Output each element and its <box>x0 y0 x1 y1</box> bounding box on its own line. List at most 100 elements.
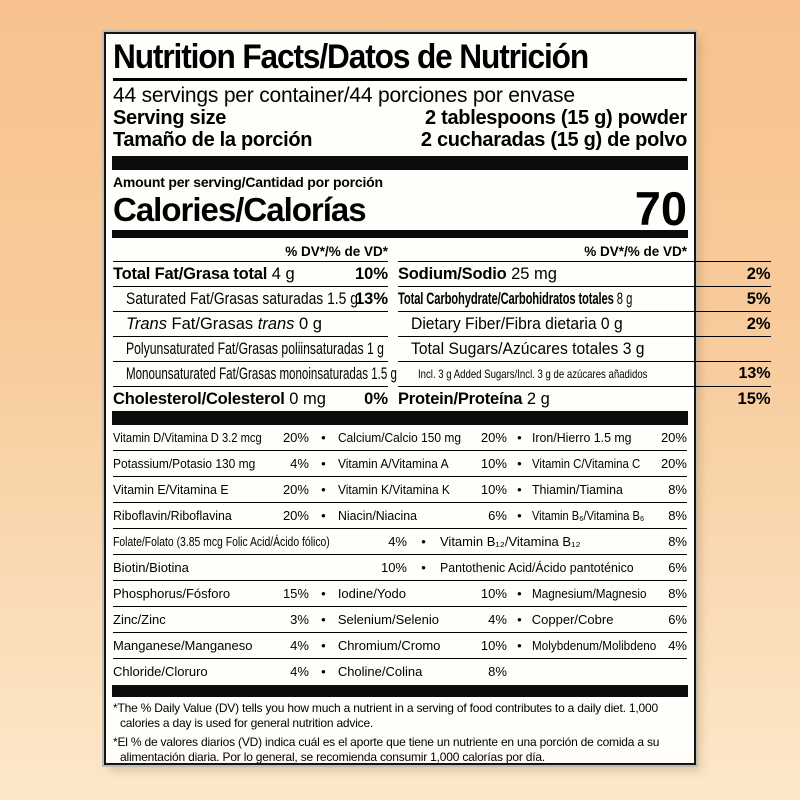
fact-amount: 25 mg <box>506 264 557 283</box>
fact-name: Total Fat/Grasa total <box>113 264 268 283</box>
calories-value: 70 <box>634 182 687 235</box>
vitamin-name: Molybdenum/Molibdeno <box>531 638 657 653</box>
vitamin-pct: 8% <box>668 508 687 523</box>
fact-amount: 8 g <box>613 289 633 308</box>
bullet-icon: • <box>517 612 522 627</box>
vitamin-name: Magnesium/Magnesio <box>531 586 647 601</box>
vitamin-row: Chloride/Cloruro 4% • Choline/Colina 8% <box>113 659 687 684</box>
divider-bar <box>112 230 688 238</box>
fact-row-sodium: Sodium/Sodio 25 mg 2% <box>398 261 771 286</box>
vitamin-row: Vitamin D/Vitamina D 3.2 mcg 20% • Calciu… <box>113 425 687 451</box>
bullet-icon: • <box>321 430 326 445</box>
facts-column-left: Total Fat/Grasa total 4 g 10% Saturated … <box>113 261 397 411</box>
vitamin-name: Thiamin/Tiamina <box>531 482 623 497</box>
vitamin-name: Pantothenic Acid/Ácido pantoténico <box>440 560 634 575</box>
vitamin-name: Iron/Hierro 1.5 mg <box>531 430 632 445</box>
vitamin-name: Copper/Cobre <box>531 612 614 627</box>
fact-row-trans-fat: Trans Fat/Grasas trans 0 g <box>113 311 388 336</box>
divider-bar <box>112 411 688 425</box>
fact-name: Protein/Proteína <box>398 389 523 408</box>
fact-name: Trans <box>126 314 167 333</box>
fact-pct: 2% <box>746 264 771 283</box>
fact-pct: 10% <box>354 264 388 283</box>
vitamin-pct: 8% <box>668 586 687 601</box>
bullet-icon: • <box>321 612 326 627</box>
vitamin-name: Chloride/Cloruro <box>113 664 208 679</box>
fact-name: Sodium/Sodio <box>398 264 507 283</box>
vitamin-pct: 3% <box>290 612 309 627</box>
vitamins-table: Vitamin D/Vitamina D 3.2 mcg 20% • Calciu… <box>113 425 687 684</box>
vitamin-pct: 10% <box>480 638 507 653</box>
vitamin-row-wide: Biotin/Biotina 10% • Pantothenic Acid/Áci… <box>113 555 687 581</box>
servings-per-container: 44 servings per container/44 porciones p… <box>113 84 575 107</box>
label-title: Nutrition Facts/Datos de Nutrición <box>113 37 687 81</box>
dv-header-right: % DV*/% de VD* <box>584 244 687 259</box>
vitamin-pct: 4% <box>668 638 687 653</box>
fact-row-cholesterol: Cholesterol/Colesterol 0 mg 0% <box>113 386 388 411</box>
divider-bar <box>112 156 688 170</box>
bullet-icon: • <box>517 430 522 445</box>
serving-size-value-en: 2 tablespoons (15 g) powder <box>425 107 687 129</box>
vitamin-pct: 8% <box>668 482 687 497</box>
vitamin-row: Phosphorus/Fósforo 15% • Iodine/Yodo 10% •… <box>113 581 687 607</box>
fact-amount: 1 g <box>363 339 384 358</box>
serving-size-label-en: Serving size <box>113 107 227 129</box>
vitamin-row: Vitamin E/Vitamina E 20% • Vitamin K/Vita… <box>113 477 687 503</box>
fact-row-dietary-fiber: Dietary Fiber/Fibra dietaria 0 g 2% <box>398 311 771 336</box>
fact-row-total-carbohydrate: Total Carbohydrate/Carbohidratos totales… <box>398 286 771 311</box>
fact-row-total-sugars: Total Sugars/Azúcares totales 3 g <box>398 336 771 361</box>
serving-size-row-es: Tamaño de la porción 2 cucharadas (15 g)… <box>113 129 687 151</box>
vitamin-pct: 10% <box>480 586 507 601</box>
vitamin-row: Zinc/Zinc 3% • Selenium/Selenio 4% • Coppe… <box>113 607 687 633</box>
fact-pct: 13% <box>354 289 388 308</box>
vitamin-name: Iodine/Yodo <box>337 586 407 601</box>
fact-name: Saturated Fat/Grasas saturadas <box>126 289 324 308</box>
fact-pct: 0% <box>364 389 388 408</box>
fact-name: Polyunsaturated Fat/Grasas poliinsaturad… <box>126 339 364 358</box>
fact-amount: 0 g <box>596 314 623 333</box>
vitamin-pct: 4% <box>290 638 309 653</box>
fact-name: Total Sugars/Azúcares totales <box>411 339 619 358</box>
bullet-icon: • <box>321 638 326 653</box>
vitamin-row-wide: Folate/Folato (3.85 mcg Folic Acid/Ácido… <box>113 529 687 555</box>
vitamin-pct: 8% <box>668 534 687 549</box>
vitamin-name: Selenium/Selenio <box>337 612 439 627</box>
fact-name: Total Carbohydrate/Carbohidratos totales <box>398 289 614 308</box>
vitamin-name: Vitamin A/Vitamina A <box>337 456 449 471</box>
fact-pct: 5% <box>746 289 771 308</box>
bullet-icon: • <box>517 482 522 497</box>
amount-per-serving: Amount per serving/Cantidad por porción <box>113 174 383 190</box>
divider-bar <box>112 685 688 697</box>
bullet-icon: • <box>321 508 326 523</box>
footnote-daily-value-en: *The % Daily Value (DV) tells you how mu… <box>113 701 658 730</box>
vitamin-pct: 15% <box>282 586 309 601</box>
fact-pct: 2% <box>746 314 771 333</box>
vitamin-name: Riboflavin/Riboflavina <box>113 508 232 523</box>
vitamin-pct: 4% <box>388 534 407 549</box>
vitamin-name: Vitamin D/Vitamina D 3.2 mcg <box>113 430 262 445</box>
fact-row-protein: Protein/Proteína 2 g 15% <box>398 386 771 411</box>
bullet-icon: • <box>321 586 326 601</box>
vitamin-pct: 20% <box>282 508 309 523</box>
vitamin-pct: 8% <box>488 664 507 679</box>
vitamin-name: Manganese/Manganeso <box>113 638 253 653</box>
vitamin-row: Manganese/Manganeso 4% • Chromium/Cromo 10… <box>113 633 687 659</box>
fact-name: Cholesterol/Colesterol <box>113 389 285 408</box>
fact-amount: 1.5 g <box>368 364 397 383</box>
vitamin-pct: 6% <box>668 612 687 627</box>
vitamin-pct: 4% <box>290 456 309 471</box>
vitamin-pct: 4% <box>290 664 309 679</box>
footnotes: *The % Daily Value (DV) tells you how mu… <box>113 701 687 765</box>
bullet-icon: • <box>517 586 522 601</box>
fact-pct: 15% <box>737 389 771 408</box>
vitamin-pct: 20% <box>660 456 687 471</box>
nutrition-label: Nutrition Facts/Datos de Nutrición 44 se… <box>104 32 771 765</box>
vitamin-name: Folate/Folato (3.85 mcg Folic Acid/Ácido… <box>113 534 330 549</box>
fact-amount: 3 g <box>618 339 645 358</box>
bullet-icon: • <box>517 456 522 471</box>
bullet-icon: • <box>321 664 326 679</box>
fact-row-added-sugars: Incl. 3 g Added Sugars/Incl. 3 g de azúc… <box>398 361 771 386</box>
vitamin-name: Vitamin B₁₂/Vitamina B₁₂ <box>440 534 581 549</box>
vitamin-row: Riboflavin/Riboflavina 20% • Niacin/Niaci… <box>113 503 687 529</box>
fact-row-polyunsaturated-fat: Polyunsaturated Fat/Grasas poliinsaturad… <box>113 336 388 361</box>
